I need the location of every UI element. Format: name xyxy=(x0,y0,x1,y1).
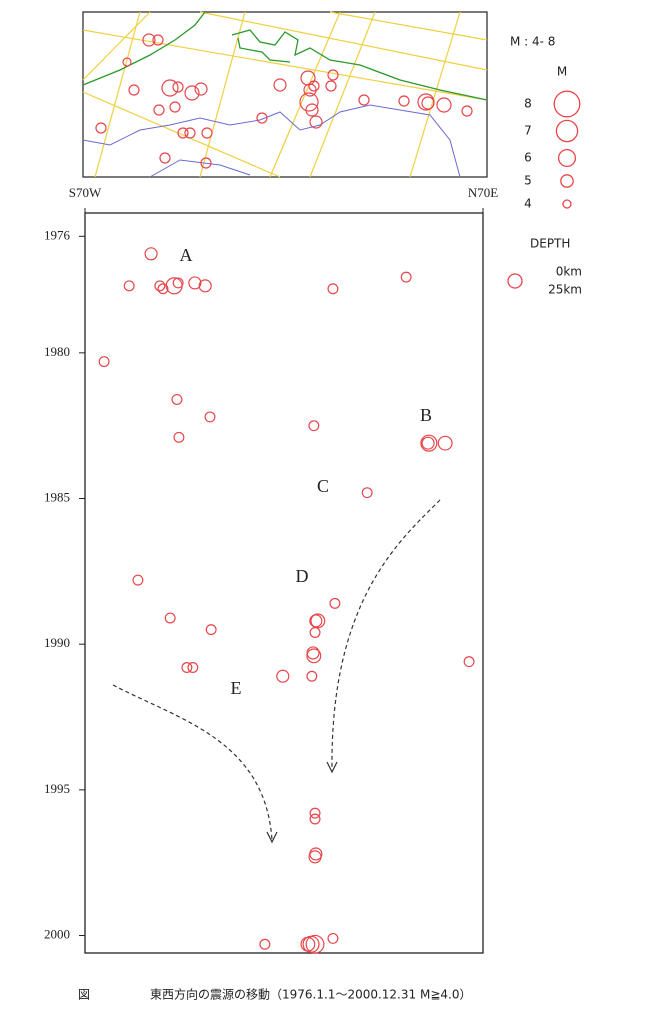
epicenter xyxy=(204,411,216,423)
epicenter xyxy=(308,850,322,864)
size-legend-circle xyxy=(560,174,574,188)
epicenter xyxy=(157,283,169,295)
epicenter xyxy=(205,624,217,636)
depth-legend-label: 0km xyxy=(556,265,582,279)
y-tick-label: 1980 xyxy=(44,344,70,359)
map-inset xyxy=(82,11,488,178)
size-legend-header: M xyxy=(557,65,567,79)
size-legend-circle xyxy=(555,119,579,143)
epicenter xyxy=(276,669,290,683)
epicenter xyxy=(123,280,135,292)
epicenter xyxy=(308,420,320,432)
epicenter xyxy=(181,662,193,673)
x-tick-label: N70E xyxy=(468,185,498,200)
size-legend-label: 7 xyxy=(524,124,532,138)
map-border xyxy=(82,104,461,178)
epicenter xyxy=(306,670,318,682)
size-legend-title: M : 4- 8 xyxy=(510,35,555,49)
annotation: A xyxy=(180,245,193,265)
caption: 東西方向の震源の移動（1976.1.1～2000.12.31 M≧4.0） xyxy=(150,987,471,1002)
x-tick-label: S70W xyxy=(69,185,102,200)
epicenter xyxy=(309,807,321,819)
size-legend-label: 8 xyxy=(524,97,532,111)
epicenter xyxy=(171,393,183,405)
epicenter xyxy=(306,648,322,664)
epicenter xyxy=(98,356,110,368)
y-tick-label: 1976 xyxy=(44,227,71,242)
size-legend-label: 4 xyxy=(524,197,532,211)
migration-arrows xyxy=(112,499,441,841)
size-legend-label: 6 xyxy=(524,151,532,165)
annotation: E xyxy=(231,678,242,698)
epicenter xyxy=(327,932,339,944)
epicenter xyxy=(188,276,202,290)
map-coastline xyxy=(82,11,488,101)
epicenter xyxy=(300,936,316,952)
epicenter xyxy=(310,613,326,629)
y-tick-label: 1985 xyxy=(44,489,70,504)
epicenter xyxy=(154,280,166,292)
epicenter xyxy=(421,436,435,450)
arrow-heads xyxy=(266,761,338,844)
epicenter xyxy=(327,283,339,295)
annotation: D xyxy=(296,566,309,586)
epicenter xyxy=(198,279,212,293)
epicenter xyxy=(173,431,185,443)
epicenter xyxy=(309,627,321,639)
epicenter xyxy=(309,614,323,628)
epicenter xyxy=(132,574,144,586)
epicenter xyxy=(259,938,271,950)
y-tick-label: 1995 xyxy=(44,781,70,796)
epicenter xyxy=(400,271,412,283)
size-legend-circle xyxy=(557,148,577,168)
epicenter xyxy=(361,487,373,499)
plot-frame xyxy=(84,212,484,954)
epicenter xyxy=(463,656,475,668)
size-legend-label: 5 xyxy=(524,174,532,188)
epicenter xyxy=(172,277,184,289)
size-legend-circle xyxy=(553,90,581,118)
y-tick-label: 1990 xyxy=(44,635,70,650)
y-tick-label: 2000 xyxy=(44,927,70,942)
epicenter xyxy=(305,934,325,954)
map-graticule xyxy=(82,11,488,178)
epicenter xyxy=(164,612,176,624)
epicenter xyxy=(329,597,341,609)
epicenter xyxy=(309,813,321,825)
epicenter xyxy=(144,247,158,261)
size-legend-circle xyxy=(562,199,572,209)
depth-legend-label: 25km xyxy=(548,283,582,297)
caption-label: 図 xyxy=(78,988,90,1002)
epicenter xyxy=(187,662,199,673)
map-epicenters xyxy=(95,33,473,169)
annotation: C xyxy=(317,476,329,496)
epicenter xyxy=(437,435,453,451)
depth-legend-title: DEPTH xyxy=(530,237,570,251)
depth-legend-circle xyxy=(507,273,523,289)
map-frame xyxy=(82,11,488,178)
annotation: B xyxy=(420,405,432,425)
epicenter xyxy=(420,434,438,452)
